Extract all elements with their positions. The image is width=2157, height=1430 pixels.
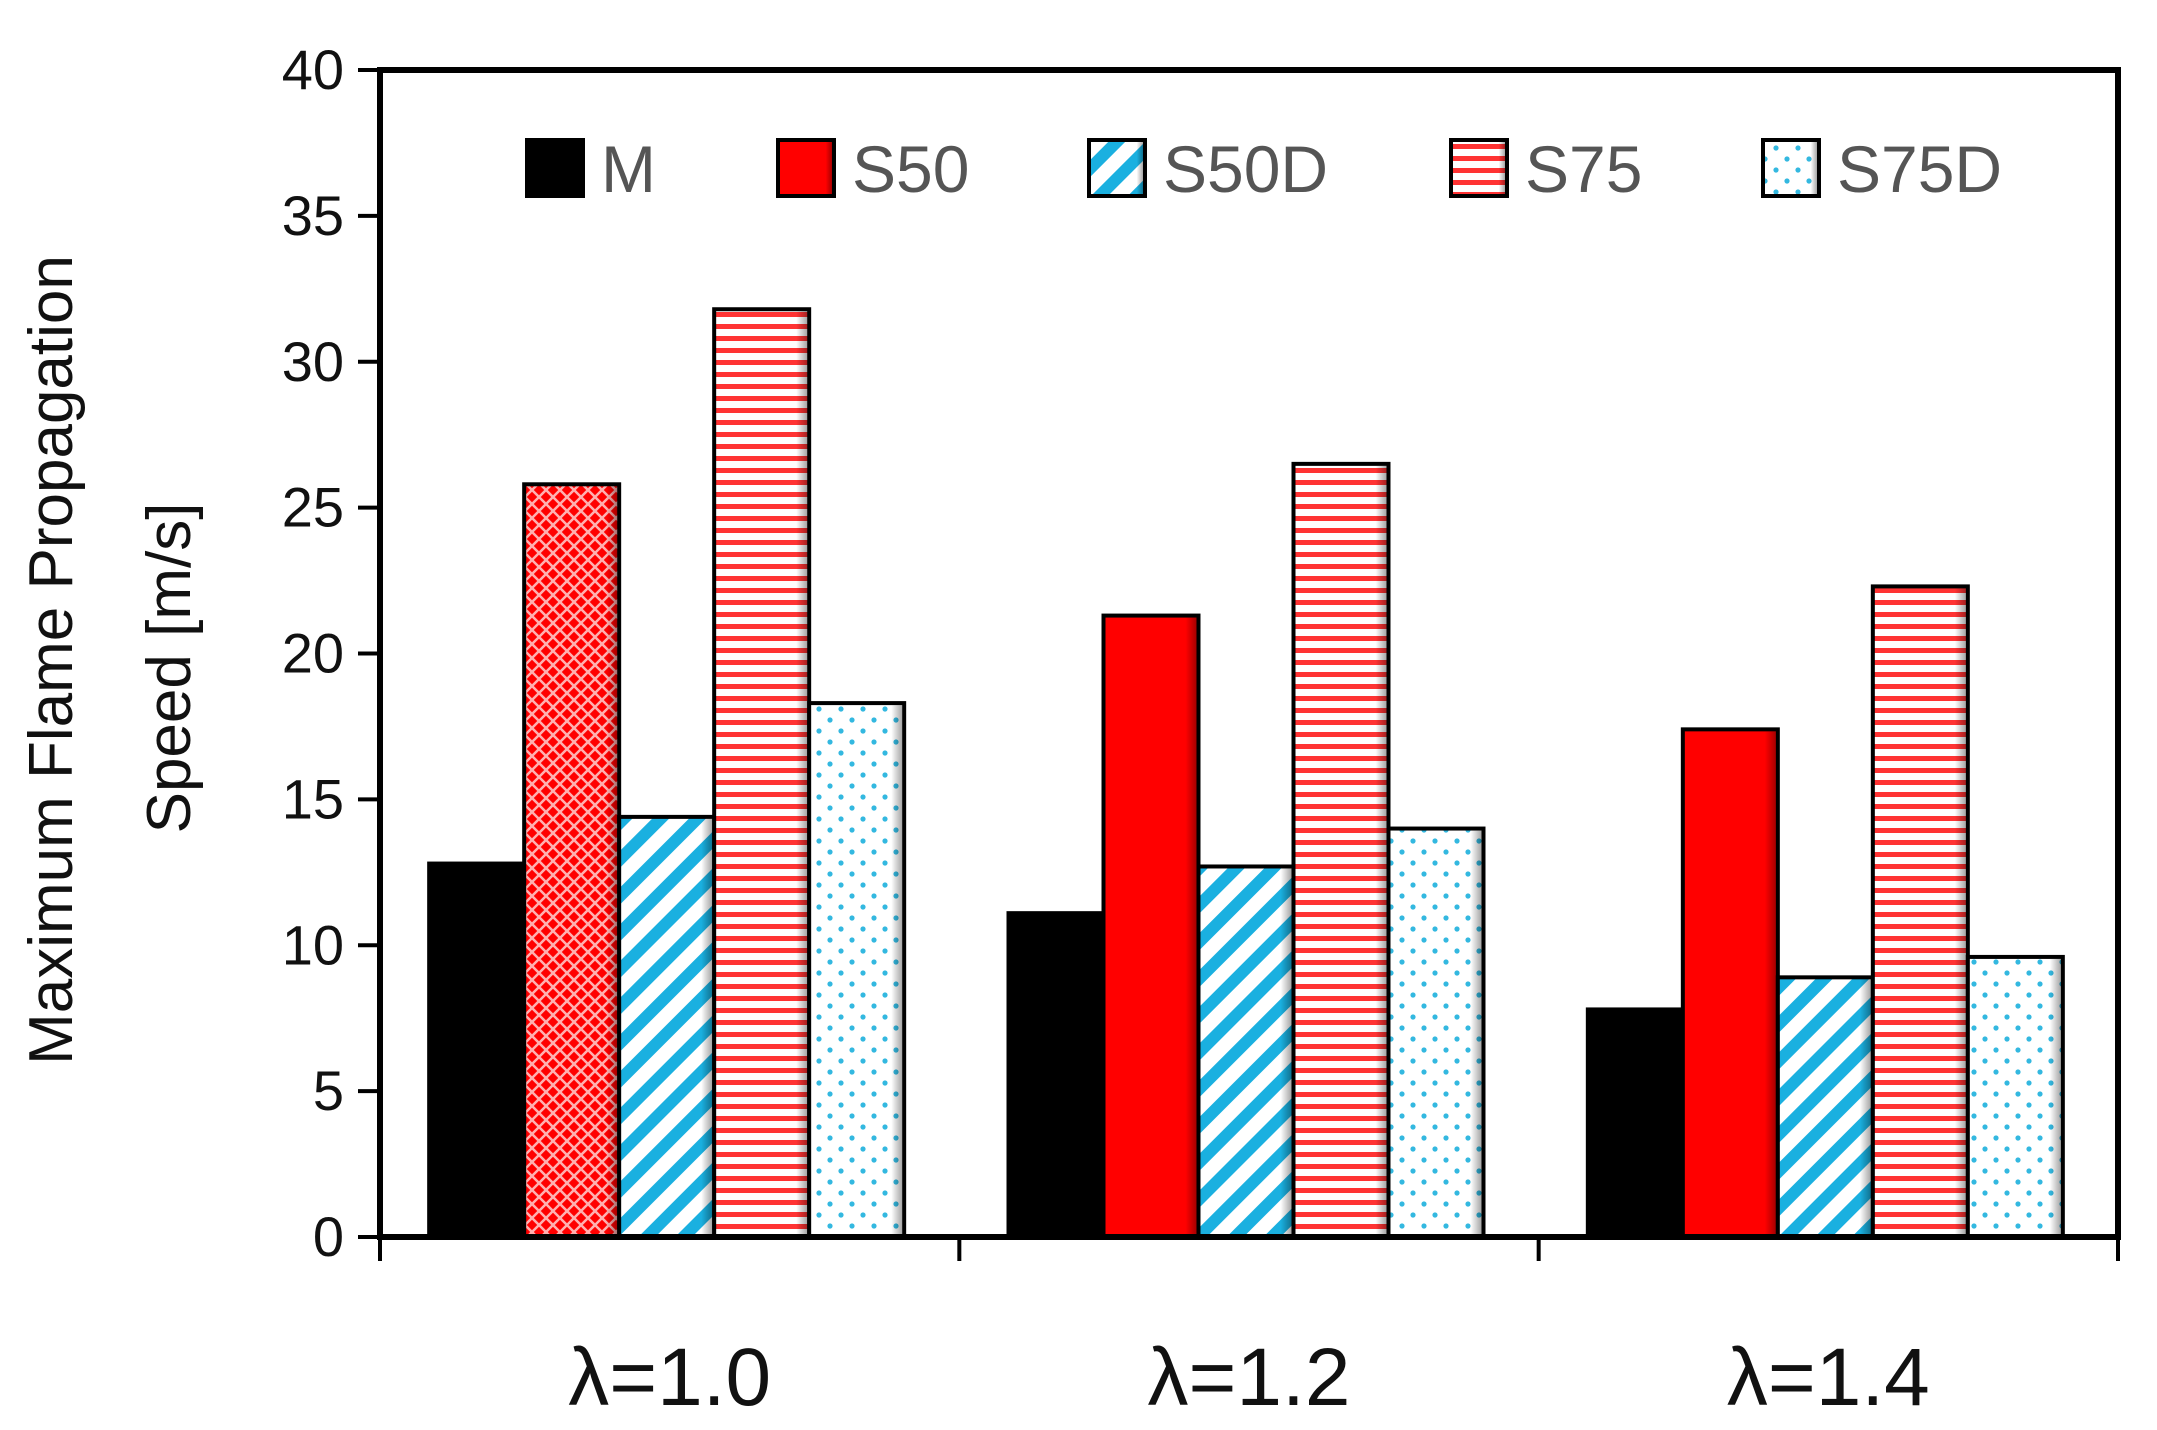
legend-swatch-shade: [1091, 142, 1143, 194]
y-axis-title-line2: Speed [m/s]: [135, 503, 204, 834]
bar-shade: [716, 311, 808, 1235]
y-tick-label: 20: [282, 622, 344, 685]
y-tick-label: 30: [282, 330, 344, 393]
bar-shade: [1969, 958, 2061, 1235]
y-tick-label: 0: [313, 1205, 344, 1268]
y-tick-label: 25: [282, 476, 344, 539]
y-tick-label: 40: [282, 38, 344, 101]
bar-shade: [431, 865, 523, 1235]
legend-swatch-shade: [529, 142, 581, 194]
y-axis-title-line1: Maximum Flame Propagation: [17, 255, 86, 1065]
bar-shade: [1390, 830, 1482, 1235]
bar-shade: [621, 818, 713, 1235]
legend-label-s75d: S75D: [1837, 132, 2002, 206]
y-tick-label: 35: [282, 184, 344, 247]
y-axis: 0 5 10 15 20 25 30 35 40: [282, 38, 380, 1268]
bar-shade: [811, 705, 903, 1235]
plot-border: [377, 67, 2121, 1240]
bar-shade: [1684, 731, 1776, 1235]
x-category-label: λ=1.0: [568, 1332, 771, 1423]
legend-swatch-shade: [780, 142, 832, 194]
y-tick-label: 15: [282, 767, 344, 830]
bar-shade: [1105, 617, 1197, 1235]
bar-shade: [1295, 465, 1387, 1235]
bar-shade: [1589, 1011, 1681, 1235]
bar-shade: [526, 486, 618, 1235]
legend-label-m: M: [601, 132, 656, 206]
y-tick-label: 5: [313, 1059, 344, 1122]
legend-label-s50: S50: [852, 132, 969, 206]
x-category-label: λ=1.4: [1727, 1332, 1930, 1423]
legend-label-s50d: S50D: [1163, 132, 1328, 206]
bar-group: [427, 307, 2065, 1240]
bar-shade: [1779, 979, 1871, 1235]
x-axis: λ=1.0 λ=1.2 λ=1.4: [378, 1237, 2120, 1423]
bar-shade: [1200, 868, 1292, 1235]
y-axis-title: Maximum Flame Propagation Speed [m/s]: [17, 255, 204, 1065]
bar-shade: [1874, 588, 1966, 1235]
legend-label-s75: S75: [1525, 132, 1642, 206]
bar-shade: [1010, 915, 1102, 1235]
legend: M S50 S50D S75 S75D: [525, 132, 2002, 206]
y-tick-label: 10: [282, 913, 344, 976]
legend-swatch-shade: [1765, 142, 1817, 194]
legend-swatch-shade: [1453, 142, 1505, 194]
plot-frame: [377, 67, 2121, 1240]
x-category-label: λ=1.2: [1148, 1332, 1351, 1423]
